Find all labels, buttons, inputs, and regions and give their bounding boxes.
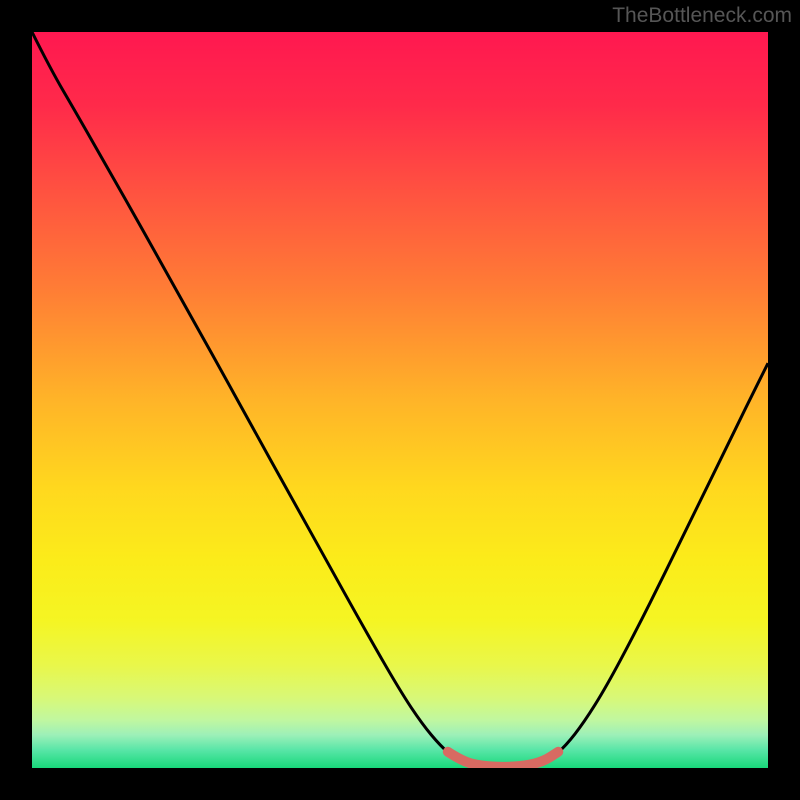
chart-container: TheBottleneck.com	[0, 0, 800, 800]
gradient-background	[32, 32, 768, 768]
bottleneck-chart	[0, 0, 800, 800]
watermark-text: TheBottleneck.com	[612, 4, 792, 28]
